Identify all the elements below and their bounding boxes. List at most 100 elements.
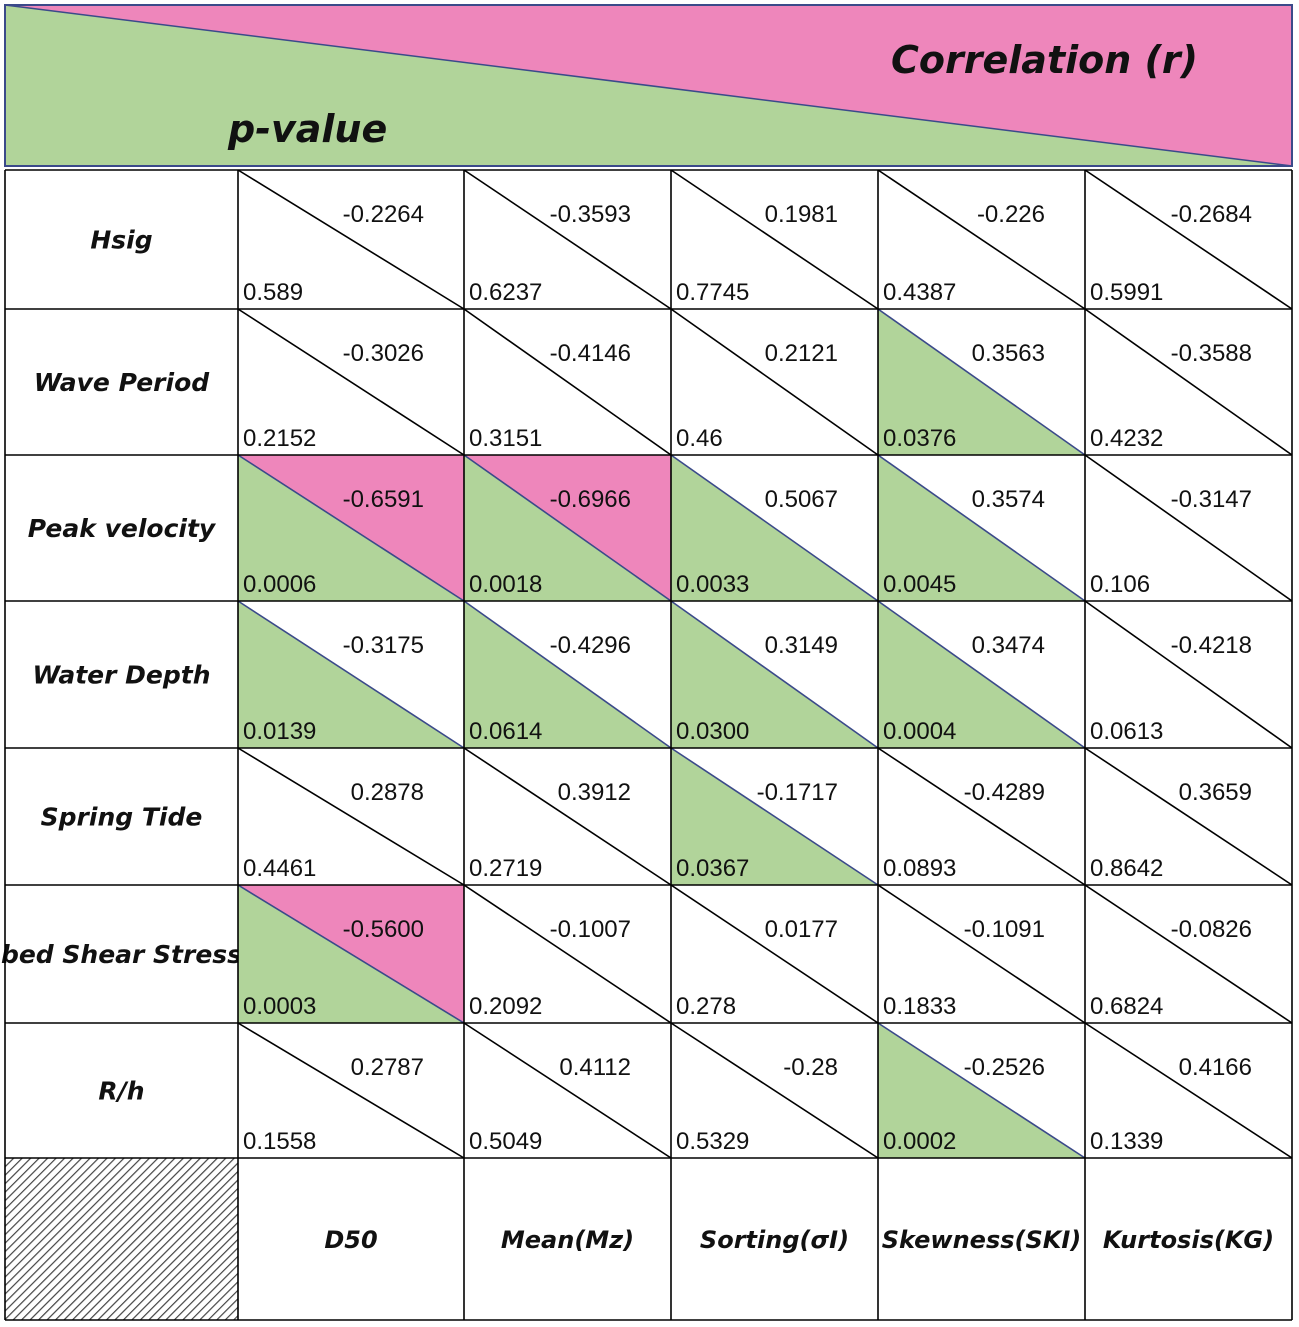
header-diagonal bbox=[4, 4, 1293, 167]
pvalue-value: 0.0004 bbox=[883, 718, 956, 745]
pvalue-value: 0.5329 bbox=[676, 1128, 749, 1155]
correlation-value: -0.1717 bbox=[757, 779, 838, 806]
pvalue-value: 0.0045 bbox=[883, 571, 956, 598]
correlation-value: -0.3588 bbox=[1171, 340, 1252, 367]
pvalue-value: 0.0367 bbox=[676, 855, 749, 882]
row-label: Hsig bbox=[90, 226, 152, 255]
cell-diagonal bbox=[1084, 600, 1293, 749]
row-label: bed Shear Stress bbox=[1, 940, 242, 969]
cell-diagonal bbox=[877, 884, 1086, 1024]
cell-diagonal bbox=[877, 169, 1086, 310]
correlation-value: 0.2787 bbox=[351, 1054, 424, 1081]
row-label: Water Depth bbox=[32, 661, 210, 690]
correlation-value: -0.2526 bbox=[964, 1054, 1045, 1081]
cell-diagonal bbox=[670, 600, 879, 749]
cell-diagonal bbox=[463, 600, 672, 749]
pvalue-value: 0.0613 bbox=[1090, 718, 1163, 745]
correlation-value: -0.2684 bbox=[1171, 201, 1252, 228]
cell-diagonal bbox=[237, 454, 465, 602]
pvalue-value: 0.6824 bbox=[1090, 993, 1163, 1020]
cell-diagonal bbox=[237, 169, 465, 310]
cell-diagonal bbox=[237, 1022, 465, 1159]
pvalue-value: 0.1339 bbox=[1090, 1128, 1163, 1155]
cell-diagonal bbox=[1084, 1022, 1293, 1159]
header-banner: Correlation (r) p-value bbox=[4, 4, 1293, 167]
pvalue-value: 0.0002 bbox=[883, 1128, 956, 1155]
pvalue-value: 0.2152 bbox=[243, 425, 316, 452]
pvalue-value: 0.0018 bbox=[469, 571, 542, 598]
correlation-value: 0.2878 bbox=[351, 779, 424, 806]
column-label: Mean(Mz) bbox=[501, 1226, 634, 1254]
correlation-value: -0.6966 bbox=[550, 486, 631, 513]
cell-diagonal bbox=[877, 747, 1086, 886]
cell-diagonal bbox=[877, 1022, 1086, 1159]
cell-diagonal bbox=[463, 884, 672, 1024]
pvalue-value: 0.106 bbox=[1090, 571, 1150, 598]
correlation-value: -0.5600 bbox=[343, 916, 424, 943]
pvalue-value: 0.7745 bbox=[676, 279, 749, 306]
cell-diagonal bbox=[670, 747, 879, 886]
cell-diagonal bbox=[237, 600, 465, 749]
pvalue-value: 0.278 bbox=[676, 993, 736, 1020]
cell-diagonal bbox=[1084, 454, 1293, 602]
pvalue-value: 0.6237 bbox=[469, 279, 542, 306]
correlation-value: -0.1007 bbox=[550, 916, 631, 943]
pvalue-value: 0.0376 bbox=[883, 425, 956, 452]
correlation-value: -0.4218 bbox=[1171, 632, 1252, 659]
pvalue-value: 0.0033 bbox=[676, 571, 749, 598]
correlation-value: -0.3026 bbox=[343, 340, 424, 367]
correlation-value: 0.3574 bbox=[972, 486, 1045, 513]
correlation-value: -0.6591 bbox=[343, 486, 424, 513]
correlation-value: -0.3593 bbox=[550, 201, 631, 228]
correlation-value: 0.3912 bbox=[558, 779, 631, 806]
cell-diagonal bbox=[237, 308, 465, 456]
pvalue-value: 0.5991 bbox=[1090, 279, 1163, 306]
cell-diagonal bbox=[670, 169, 879, 310]
correlation-value: 0.3563 bbox=[972, 340, 1045, 367]
correlation-value: 0.3474 bbox=[972, 632, 1045, 659]
hatched-corner-cell bbox=[5, 1158, 238, 1320]
cell-diagonal bbox=[877, 600, 1086, 749]
pvalue-value: 0.1833 bbox=[883, 993, 956, 1020]
correlation-value: -0.226 bbox=[977, 201, 1045, 228]
row-label: Spring Tide bbox=[41, 803, 203, 832]
cell-diagonal bbox=[1084, 884, 1293, 1024]
pvalue-value: 0.0893 bbox=[883, 855, 956, 882]
correlation-value: 0.1981 bbox=[765, 201, 838, 228]
column-label: Kurtosis(KG) bbox=[1103, 1226, 1274, 1254]
cell-diagonal bbox=[463, 747, 672, 886]
pvalue-value: 0.5049 bbox=[469, 1128, 542, 1155]
cell-diagonal bbox=[463, 454, 672, 602]
table-body: Hsig -0.2264 0.589 -0.3593 0.6237 0.1981 0.774… bbox=[1, 169, 1293, 1321]
correlation-value: -0.4146 bbox=[550, 340, 631, 367]
header-pvalue-label: p-value bbox=[227, 107, 387, 151]
cell-diagonal bbox=[670, 884, 879, 1024]
cell-diagonal bbox=[463, 169, 672, 310]
cell-diagonal bbox=[1084, 169, 1293, 310]
pvalue-value: 0.2719 bbox=[469, 855, 542, 882]
pvalue-value: 0.0139 bbox=[243, 718, 316, 745]
correlation-value: -0.3147 bbox=[1171, 486, 1252, 513]
column-label: Skewness(SKI) bbox=[882, 1226, 1082, 1254]
cell-diagonal bbox=[877, 454, 1086, 602]
pvalue-value: 0.0300 bbox=[676, 718, 749, 745]
pvalue-value: 0.1558 bbox=[243, 1128, 316, 1155]
cell-diagonal bbox=[463, 308, 672, 456]
row-label: Wave Period bbox=[34, 368, 210, 397]
pvalue-value: 0.0003 bbox=[243, 993, 316, 1020]
cell-diagonal bbox=[670, 454, 879, 602]
pvalue-value: 0.0006 bbox=[243, 571, 316, 598]
cell-diagonal bbox=[1084, 308, 1293, 456]
cell-diagonal bbox=[237, 747, 465, 886]
correlation-value: -0.0826 bbox=[1171, 916, 1252, 943]
pvalue-value: 0.4387 bbox=[883, 279, 956, 306]
pvalue-value: 0.4232 bbox=[1090, 425, 1163, 452]
cell-diagonal bbox=[877, 308, 1086, 456]
pvalue-value: 0.4461 bbox=[243, 855, 316, 882]
pvalue-value: 0.3151 bbox=[469, 425, 542, 452]
header-border bbox=[4, 4, 1293, 167]
correlation-value: -0.3175 bbox=[343, 632, 424, 659]
correlation-value: -0.4296 bbox=[550, 632, 631, 659]
correlation-value: -0.4289 bbox=[964, 779, 1045, 806]
